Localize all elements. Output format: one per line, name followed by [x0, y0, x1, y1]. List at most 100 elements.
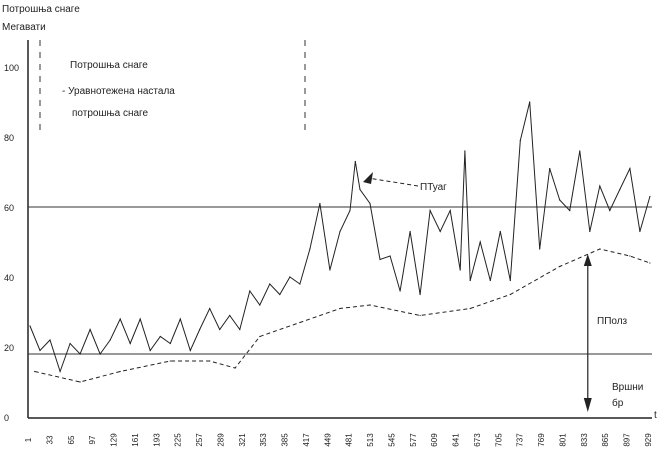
data-point: [139, 318, 141, 320]
data-point: [249, 290, 251, 292]
x-tick-label: 673: [473, 433, 482, 447]
data-point: [599, 185, 601, 187]
data-point: [49, 339, 51, 341]
data-point: [39, 349, 41, 352]
x-tick-label: 577: [409, 433, 418, 447]
x-tick-label: 929: [644, 433, 653, 447]
legend-entry-2: - Уравнотежена настала: [62, 86, 175, 97]
data-point: [229, 314, 231, 317]
data-point: [359, 188, 361, 191]
data-point: [649, 195, 651, 198]
data-point: [119, 318, 121, 320]
data-point: [299, 283, 301, 285]
data-point: [199, 328, 201, 331]
x-tick-label: 449: [323, 433, 332, 447]
data-point: [279, 293, 281, 296]
data-point: [609, 209, 611, 212]
data-point: [329, 269, 331, 271]
data-point: [429, 209, 431, 212]
base-label-line2: бр: [612, 397, 624, 409]
data-point: [369, 304, 371, 306]
data-point: [479, 241, 481, 243]
x-tick-label: 161: [131, 433, 140, 447]
x-tick-label: 897: [623, 433, 632, 447]
data-point: [539, 248, 541, 250]
x-tick-label: 545: [387, 433, 396, 447]
data-point: [289, 276, 291, 278]
data-point: [189, 349, 191, 352]
arrow-down-icon: [583, 398, 592, 412]
data-point: [339, 307, 341, 310]
x-tick-label: 417: [302, 433, 311, 447]
data-point: [79, 381, 81, 383]
x-tick-label: 609: [430, 433, 439, 447]
baseline-series-line: [34, 248, 651, 383]
x-tick-label: 385: [281, 433, 290, 447]
data-point: [419, 314, 421, 317]
data-point: [369, 202, 371, 205]
x-tick-label: 257: [195, 433, 204, 447]
data-point: [129, 342, 131, 345]
data-point: [349, 209, 351, 212]
data-point: [219, 328, 221, 331]
legend-entry-1: Потрошња снаге: [70, 60, 148, 71]
x-tick-label: 481: [345, 433, 354, 447]
x-tick-label: 33: [45, 435, 54, 444]
data-point: [459, 269, 461, 271]
data-point: [59, 370, 61, 373]
data-point: [234, 367, 236, 369]
x-tick-label: 833: [580, 433, 589, 447]
data-point: [99, 353, 101, 355]
legend-entry-3: потрошња снаге: [72, 108, 148, 119]
data-point: [489, 279, 491, 282]
data-point: [379, 258, 381, 261]
data-point: [569, 209, 571, 212]
data-point: [169, 360, 171, 362]
data-point: [69, 342, 71, 345]
data-point: [259, 304, 261, 306]
data-point: [519, 139, 521, 142]
data-point: [109, 339, 111, 341]
data-point: [464, 150, 466, 152]
data-point: [559, 199, 561, 201]
data-point: [589, 230, 591, 233]
peak-arrowhead-icon: [363, 172, 373, 184]
data-point: [509, 279, 511, 282]
x-tick-label: 129: [110, 433, 119, 447]
data-point: [209, 307, 211, 310]
data-point: [259, 335, 261, 338]
data-point: [339, 230, 341, 233]
x-tick-label: 705: [494, 433, 503, 447]
data-point: [309, 248, 311, 250]
x-tick-label: 513: [366, 433, 375, 447]
data-point: [599, 248, 601, 250]
x-tick-label: 1: [24, 437, 33, 442]
data-point: [389, 255, 391, 257]
load-series-line: [29, 101, 651, 374]
y-axis-label-line2: Мегавати: [2, 22, 46, 33]
data-point: [629, 255, 631, 257]
x-tick-label: 65: [67, 435, 76, 444]
range-label: ППолз: [597, 316, 628, 327]
data-point: [34, 370, 36, 373]
y-tick-label: 80: [4, 133, 14, 143]
x-tick-label: 801: [558, 433, 567, 447]
data-point: [629, 167, 631, 170]
data-point: [169, 342, 171, 345]
x-tick-label: 193: [152, 433, 161, 447]
y-tick-label: 60: [4, 203, 14, 213]
arrow-up-icon: [583, 254, 592, 266]
y-tick-label: 40: [4, 273, 14, 283]
data-point: [149, 349, 151, 352]
data-point: [209, 360, 211, 362]
y-tick-label: 0: [4, 413, 9, 423]
y-tick-label: 100: [4, 63, 19, 73]
data-point: [449, 209, 451, 212]
x-tick-label: 97: [88, 435, 97, 444]
peak-label: ПТуаг: [420, 182, 447, 193]
data-point: [299, 321, 301, 324]
data-point: [419, 293, 421, 296]
data-point: [579, 150, 581, 152]
data-point: [559, 265, 561, 268]
